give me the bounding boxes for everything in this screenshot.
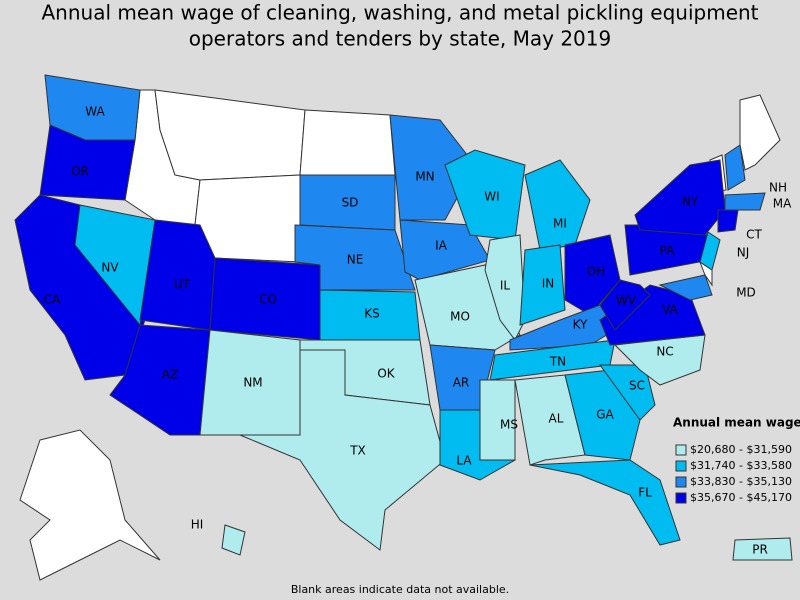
state-label: KY [573, 318, 588, 332]
states: WA OR CA NV UT AZ CO NM SD NE KS OK TX MN IA MO AR LA WI IL… [14, 74, 793, 561]
state-shape [399, 219, 491, 281]
legend: Annual mean wage $20,680 - $31,590 $31,74… [673, 416, 800, 505]
no-data-states [19, 89, 781, 581]
state-shape [194, 174, 301, 263]
state-label: WI [484, 190, 499, 204]
state-shape [239, 349, 446, 551]
state-label: AR [453, 376, 470, 390]
state-label: VA [662, 303, 678, 317]
state-shape [514, 374, 586, 466]
state-label: IN [542, 277, 555, 291]
state-shape [19, 429, 161, 581]
state-label: KS [364, 307, 380, 321]
state-label: NY [682, 195, 699, 209]
state-label: TX [349, 444, 366, 458]
state-label: PR [752, 543, 768, 557]
state-label: WA [85, 105, 105, 119]
state-label: MD [736, 286, 756, 300]
state-label: LA [456, 454, 472, 468]
legend-swatch [675, 460, 687, 472]
state-label: WV [616, 294, 637, 308]
state-label: OH [587, 265, 605, 279]
state-shape [658, 274, 713, 301]
state-shape [529, 459, 681, 546]
state-label: OK [377, 367, 395, 381]
footnote: Blank areas indicate data not available. [291, 583, 509, 596]
legend-label: $35,670 - $45,170 [690, 491, 792, 504]
state-label: NE [347, 253, 364, 267]
state-shape [699, 231, 721, 271]
state-label: UT [174, 278, 191, 292]
legend-swatch [675, 444, 687, 456]
state-label: HI [191, 518, 204, 532]
state-shape [299, 109, 396, 176]
state-shape [444, 149, 526, 241]
state-label: MI [553, 217, 567, 231]
state-shape [564, 234, 621, 316]
state-label: IA [435, 239, 448, 253]
state-label: NM [243, 376, 262, 390]
state-label: AL [549, 412, 564, 426]
state-shape [724, 144, 746, 191]
state-shape [724, 192, 766, 211]
state-label: CO [259, 293, 277, 307]
legend-label: $20,680 - $31,590 [690, 443, 792, 456]
state-label: NV [101, 261, 119, 275]
state-shape [717, 209, 739, 233]
state-label: TN [549, 355, 566, 369]
state-label: AZ [162, 368, 178, 382]
state-label: NC [656, 345, 673, 359]
state-label: CA [44, 293, 61, 307]
state-shape [524, 159, 591, 251]
state-label: MA [773, 197, 792, 211]
state-label: NH [769, 181, 787, 195]
title-line: Annual mean wage of cleaning, washing, a… [41, 1, 758, 25]
state-shape [221, 524, 246, 556]
state-label: OR [71, 165, 89, 179]
state-label: SC [629, 379, 645, 393]
state-label: NJ [737, 246, 750, 260]
state-label: GA [596, 408, 614, 422]
state-label: MO [450, 310, 470, 324]
state-shape [599, 364, 656, 421]
legend-label: $33,830 - $35,130 [690, 475, 792, 488]
state-shape [599, 279, 651, 331]
state-label: FL [638, 486, 652, 500]
state-label: CT [746, 228, 762, 242]
state-label: IL [500, 279, 511, 293]
state-label: PA [660, 244, 675, 258]
state-shape [39, 124, 136, 201]
state-shape [732, 537, 793, 561]
legend-title: Annual mean wage [673, 416, 800, 430]
state-label: SD [342, 196, 359, 210]
legend-swatch [675, 492, 687, 504]
legend-label: $31,740 - $33,580 [690, 459, 792, 472]
state-label: MN [415, 170, 434, 184]
title-line: operators and tenders by state, May 2019 [189, 27, 611, 51]
legend-swatch [675, 476, 687, 488]
state-shape [479, 379, 516, 461]
state-label: MS [500, 418, 518, 432]
state-shape [519, 244, 566, 326]
